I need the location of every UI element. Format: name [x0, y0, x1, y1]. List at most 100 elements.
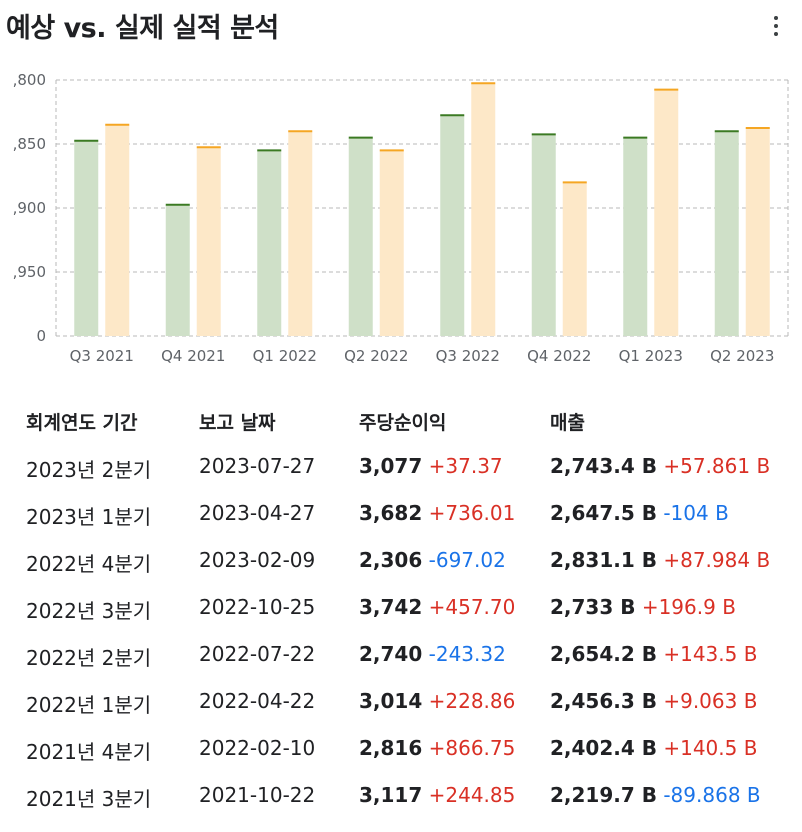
- revenue-diff: +9.063 B: [663, 689, 758, 713]
- eps-cell: 2,306 -697.02: [359, 548, 506, 572]
- table-row: 2022년 1분기 2022-04-22 3,014 +228.86 2,456.3 …: [0, 681, 802, 728]
- more-vert-icon[interactable]: [762, 10, 790, 42]
- estimate-bar: [654, 89, 679, 336]
- period-cell: 2023년 1분기: [26, 505, 152, 529]
- eps-diff: -243.32: [428, 642, 506, 666]
- eps-cell: 3,682 +736.01: [359, 501, 515, 525]
- x-tick-label: Q3 2021: [70, 347, 134, 365]
- period-cell: 2021년 4분기: [26, 740, 152, 764]
- earnings-chart: ,800 ,850 ,900 ,950 0 Q3 2021 Q4 2021 Q1 2022 Q2…: [13, 71, 789, 365]
- revenue-cell: 2,654.2 B +143.5 B: [550, 642, 757, 666]
- revenue-diff: +196.9 B: [641, 595, 736, 619]
- table-row: 2023년 1분기 2023-04-27 3,682 +736.01 2,647.5 …: [0, 493, 802, 540]
- report-date-cell: 2023-07-27: [199, 454, 316, 478]
- revenue-value: 2,219.7 B: [550, 783, 657, 807]
- table-row: 2021년 3분기 2021-10-22 3,117 +244.85 2,219.7 …: [0, 775, 802, 822]
- period-cell: 2022년 3분기: [26, 599, 152, 623]
- table-row: 2021년 4분기 2022-02-10 2,816 +866.75 2,402.4 …: [0, 728, 802, 775]
- estimate-bar: [562, 182, 587, 336]
- header-period: 회계연도 기간: [26, 412, 138, 434]
- y-tick-label: ,950: [13, 263, 46, 281]
- revenue-diff: +140.5 B: [663, 736, 758, 760]
- revenue-cell: 2,402.4 B +140.5 B: [550, 736, 757, 760]
- eps-diff: +866.75: [428, 736, 516, 760]
- report-date-cell: 2022-10-25: [199, 595, 316, 619]
- period-cell: 2022년 2분기: [26, 646, 152, 670]
- period-cell: 2023년 2분기: [26, 458, 152, 482]
- eps-value: 3,742: [359, 595, 423, 619]
- revenue-value: 2,733 B: [550, 595, 636, 619]
- period-cell: 2021년 3분기: [26, 787, 152, 811]
- x-tick-label: Q4 2022: [527, 347, 591, 365]
- table-row: 2022년 2분기 2022-07-22 2,740 -243.32 2,654.2 …: [0, 634, 802, 681]
- revenue-value: 2,654.2 B: [550, 642, 657, 666]
- estimate-bar: [745, 128, 770, 336]
- x-tick-label: Q1 2023: [619, 347, 683, 365]
- eps-cell: 2,740 -243.32: [359, 642, 506, 666]
- revenue-diff: +57.861 B: [663, 454, 771, 478]
- eps-value: 3,077: [359, 454, 423, 478]
- estimate-bar: [471, 83, 496, 336]
- revenue-cell: 2,743.4 B +57.861 B: [550, 454, 770, 478]
- actual-bar: [257, 150, 282, 336]
- menu-dot: [774, 24, 778, 28]
- eps-value: 2,306: [359, 548, 423, 572]
- eps-value: 3,682: [359, 501, 423, 525]
- eps-value: 3,117: [359, 783, 423, 807]
- eps-cell: 2,816 +866.75: [359, 736, 515, 760]
- revenue-value: 2,647.5 B: [550, 501, 657, 525]
- y-tick-label: 0: [36, 327, 46, 345]
- report-date-cell: 2022-07-22: [199, 642, 316, 666]
- table-row: 2022년 3분기 2022-10-25 3,742 +457.70 2,733 B …: [0, 587, 802, 634]
- actual-bar: [623, 137, 648, 336]
- report-date-cell: 2023-04-27: [199, 501, 316, 525]
- header-eps: 주당순이익: [359, 412, 447, 434]
- report-date-cell: 2021-10-22: [199, 783, 316, 807]
- eps-diff: +736.01: [428, 501, 516, 525]
- revenue-cell: 2,733 B +196.9 B: [550, 595, 736, 619]
- revenue-value: 2,743.4 B: [550, 454, 657, 478]
- eps-value: 2,816: [359, 736, 423, 760]
- revenue-diff: -89.868 B: [663, 783, 761, 807]
- period-cell: 2022년 4분기: [26, 552, 152, 576]
- table-header-row: 회계연도 기간 보고 날짜 주당순이익 매출: [0, 400, 802, 446]
- eps-cell: 3,014 +228.86: [359, 689, 515, 713]
- eps-value: 2,740: [359, 642, 423, 666]
- estimate-bar: [196, 147, 221, 336]
- revenue-cell: 2,831.1 B +87.984 B: [550, 548, 770, 572]
- eps-cell: 3,742 +457.70: [359, 595, 515, 619]
- header: 예상 vs. 실제 실적 분석: [0, 0, 802, 56]
- x-tick-label: Q2 2023: [710, 347, 774, 365]
- actual-bar: [348, 137, 373, 336]
- revenue-diff: +87.984 B: [663, 548, 771, 572]
- table-row: 2023년 2분기 2023-07-27 3,077 +37.37 2,743.4 B…: [0, 446, 802, 493]
- header-report-date: 보고 날짜: [199, 412, 276, 434]
- report-date-cell: 2023-02-09: [199, 548, 316, 572]
- actual-bar: [714, 131, 739, 336]
- actual-bar: [74, 140, 99, 336]
- revenue-diff: +143.5 B: [663, 642, 758, 666]
- revenue-value: 2,402.4 B: [550, 736, 657, 760]
- y-tick-label: ,900: [13, 199, 46, 217]
- revenue-cell: 2,219.7 B -89.868 B: [550, 783, 761, 807]
- x-tick-label: Q1 2022: [253, 347, 317, 365]
- report-date-cell: 2022-04-22: [199, 689, 316, 713]
- header-revenue: 매출: [550, 412, 585, 434]
- actual-bar: [440, 115, 465, 336]
- actual-bar: [165, 204, 190, 336]
- estimate-bar: [379, 150, 404, 336]
- revenue-cell: 2,647.5 B -104 B: [550, 501, 729, 525]
- y-tick-label: ,850: [13, 135, 46, 153]
- eps-value: 3,014: [359, 689, 423, 713]
- eps-cell: 3,077 +37.37: [359, 454, 503, 478]
- eps-diff: -697.02: [428, 548, 506, 572]
- x-tick-label: Q4 2021: [161, 347, 225, 365]
- revenue-cell: 2,456.3 B +9.063 B: [550, 689, 757, 713]
- period-cell: 2022년 1분기: [26, 693, 152, 717]
- y-tick-label: ,800: [13, 71, 46, 89]
- x-tick-label: Q3 2022: [436, 347, 500, 365]
- revenue-diff: -104 B: [663, 501, 729, 525]
- revenue-value: 2,456.3 B: [550, 689, 657, 713]
- x-tick-label: Q2 2022: [344, 347, 408, 365]
- eps-diff: +37.37: [428, 454, 503, 478]
